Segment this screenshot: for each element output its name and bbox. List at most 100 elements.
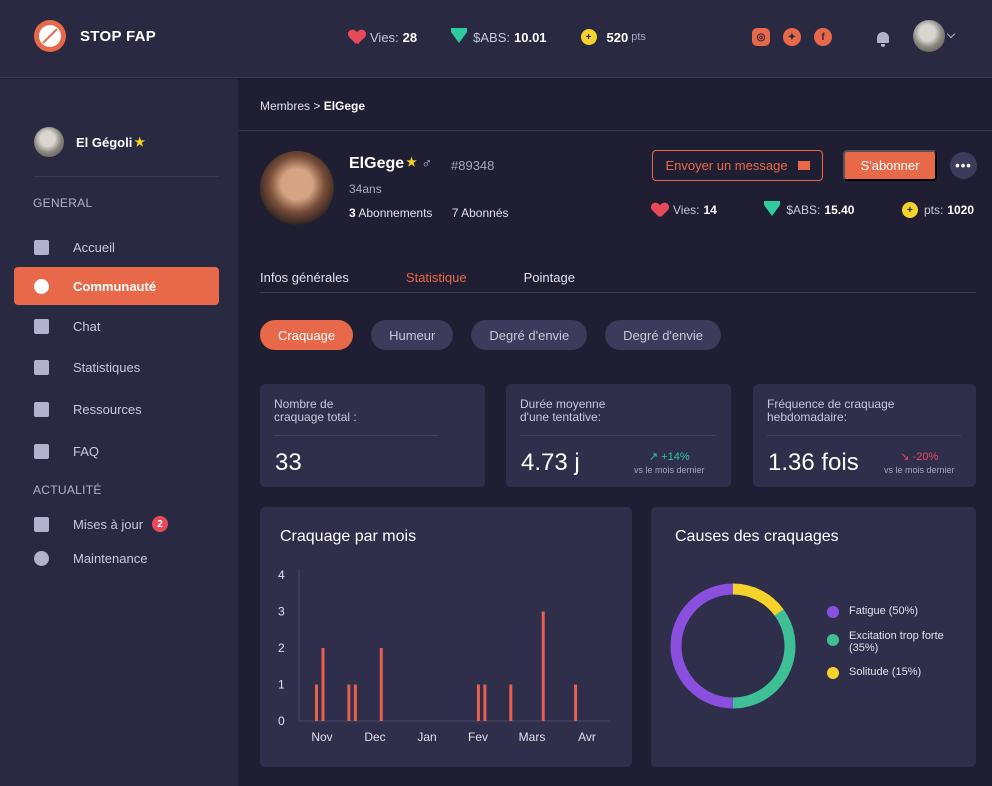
chat-icon [34, 318, 49, 334]
user-avatar[interactable] [913, 20, 945, 52]
lives-stat: Vies: 28 [349, 30, 417, 45]
bar [379, 648, 383, 721]
tab-statistique[interactable]: Statistique [405, 270, 467, 285]
card-total-craquage: Nombre de craquage total : 33 [260, 384, 485, 487]
sidebar-profile[interactable]: El Gégoli ★ [34, 127, 145, 157]
app-brand[interactable]: STOP FAP [34, 20, 156, 52]
x-tick-label: Avr [578, 730, 596, 744]
pill-humeur[interactable]: Humeur [371, 320, 454, 350]
profile-stats: Vies: 14 $ABS: 15.40 + pts: 1020 [652, 200, 974, 218]
bar [541, 611, 545, 721]
sidebar-user-name: El Gégoli [76, 134, 133, 150]
coin-icon: + [901, 202, 918, 218]
sidebar-item-accueil[interactable]: Accueil [14, 228, 219, 266]
bar [347, 684, 351, 721]
gear-icon [34, 550, 49, 566]
legend-swatch [827, 634, 839, 646]
sidebar-item-statistiques[interactable]: Statistiques [14, 348, 219, 386]
bar-chart-icon [34, 359, 49, 375]
divider [274, 435, 438, 436]
y-tick-label: 3 [278, 605, 285, 619]
instagram-icon[interactable]: ◎ [752, 28, 770, 46]
pill-craquage[interactable]: Craquage [260, 320, 354, 350]
dashboard-icon [34, 239, 49, 255]
subscriptions-label[interactable]: Abonnements [358, 206, 433, 220]
bar [483, 684, 487, 721]
bar [476, 684, 480, 721]
tab-pointage[interactable]: Pointage [523, 270, 575, 285]
divider [520, 435, 716, 436]
sidebar-item-communaute[interactable]: Communauté [14, 267, 219, 305]
subscribe-button[interactable]: S'abonner [843, 150, 937, 181]
profile-follow-counts: 3 Abonnements 7 Abonnés [349, 206, 509, 220]
x-tick-label: Fev [468, 730, 488, 744]
sidebar-item-chat[interactable]: Chat [14, 307, 219, 345]
pill-degre-envie[interactable]: Degré d'envie [471, 320, 588, 350]
followers-label[interactable]: Abonnés [461, 206, 509, 220]
followers-count: 7 [451, 206, 459, 220]
y-tick-label: 2 [278, 641, 285, 655]
avatar [34, 127, 64, 157]
star-icon: ★ [134, 134, 146, 149]
sidebar-item-faq[interactable]: FAQ [14, 432, 219, 470]
facebook-icon[interactable]: f [814, 28, 832, 46]
chevron-down-icon[interactable] [946, 29, 956, 39]
top-bar: STOP FAP Vies: 28 $ABS: 10.01 + 520 pts ◎ ✦… [0, 0, 992, 78]
sidebar-item-maintenance[interactable]: Maintenance [14, 539, 219, 577]
card-frequence: Fréquence de craquage hebdomadaire: 1.36… [753, 384, 976, 487]
donut-chart [670, 583, 796, 709]
send-message-button[interactable]: Envoyer un message [652, 150, 823, 181]
gem-icon [451, 27, 468, 43]
section-actualite: ACTUALITÉ [33, 483, 102, 497]
card-label: Nombre de craquage total : [274, 397, 357, 424]
gem-icon [764, 200, 781, 216]
social-links: ◎ ✦ f [752, 28, 845, 46]
donut-slice [670, 583, 796, 709]
bar [321, 648, 325, 721]
legend-item: Solitude (15%) [827, 666, 959, 679]
pill-degre-envie-2[interactable]: Degré d'envie [605, 320, 721, 350]
notification-badge: 2 [152, 516, 169, 532]
stat-filter-pills: Craquage Humeur Degré d'envie Degré d'en… [260, 320, 739, 350]
profile-name: ElGege ★ ♂ [349, 155, 432, 172]
x-tick-label: Nov [311, 730, 332, 744]
chart-legend: Fatigue (50%) Excitation trop forte (35%… [827, 605, 959, 691]
twitter-icon[interactable]: ✦ [783, 28, 801, 46]
donut-slice [670, 583, 796, 709]
chart-panel-causes: Causes des craquages Fatigue (50%) Excit… [651, 507, 976, 767]
sidebar-item-ressources[interactable]: Ressources [14, 390, 219, 428]
tab-infos-generales[interactable]: Infos générales [260, 270, 349, 285]
abs-stat: $ABS: 10.01 [451, 27, 547, 45]
breadcrumb-parent[interactable]: Membres > [260, 99, 321, 113]
more-options-button[interactable]: ••• [950, 152, 977, 179]
male-icon: ♂ [421, 155, 432, 171]
profile-avatar [260, 151, 334, 225]
legend-item: Fatigue (50%) [827, 605, 959, 618]
header-stats: Vies: 28 $ABS: 10.01 + 520 pts [349, 27, 680, 45]
x-tick-label: Mars [519, 730, 546, 744]
profile-abs-stat: $ABS: 15.40 [764, 200, 854, 218]
tabs-divider [260, 292, 976, 293]
profile-lives-stat: Vies: 14 [652, 202, 717, 218]
card-label: Durée moyenne d'une tentative: [520, 397, 606, 424]
question-icon [34, 443, 49, 459]
subscriptions-count: 3 [349, 206, 356, 220]
heart-icon [652, 203, 668, 217]
bar [509, 684, 513, 721]
x-tick-label: Jan [417, 730, 436, 744]
divider [34, 176, 219, 177]
bar [315, 684, 318, 721]
star-icon: ★ [406, 155, 417, 169]
card-value: 4.73 j [521, 449, 580, 476]
card-duree-moyenne: Durée moyenne d'une tentative: 4.73 j ↗ … [506, 384, 731, 487]
y-tick-label: 1 [278, 678, 285, 692]
bell-icon[interactable] [876, 32, 890, 47]
bar-chart: 0 1 2 3 4 Nov Dec Jan Fev Mars Avr [278, 568, 610, 744]
sidebar-item-mises-a-jour[interactable]: Mises à jour 2 [14, 505, 219, 543]
breadcrumb: Membres > ElGege [260, 99, 365, 113]
trend-note: vs le mois dernier [634, 465, 705, 475]
legend-item: Excitation trop forte (35%) [827, 630, 959, 654]
chart-panel-craquage-par-mois: Craquage par mois 0 1 2 3 4 Nov Dec Jan Fev Mars A… [260, 507, 632, 767]
trend-up-value: ↗ +14% [648, 451, 690, 463]
chart-title: Craquage par mois [280, 528, 417, 545]
